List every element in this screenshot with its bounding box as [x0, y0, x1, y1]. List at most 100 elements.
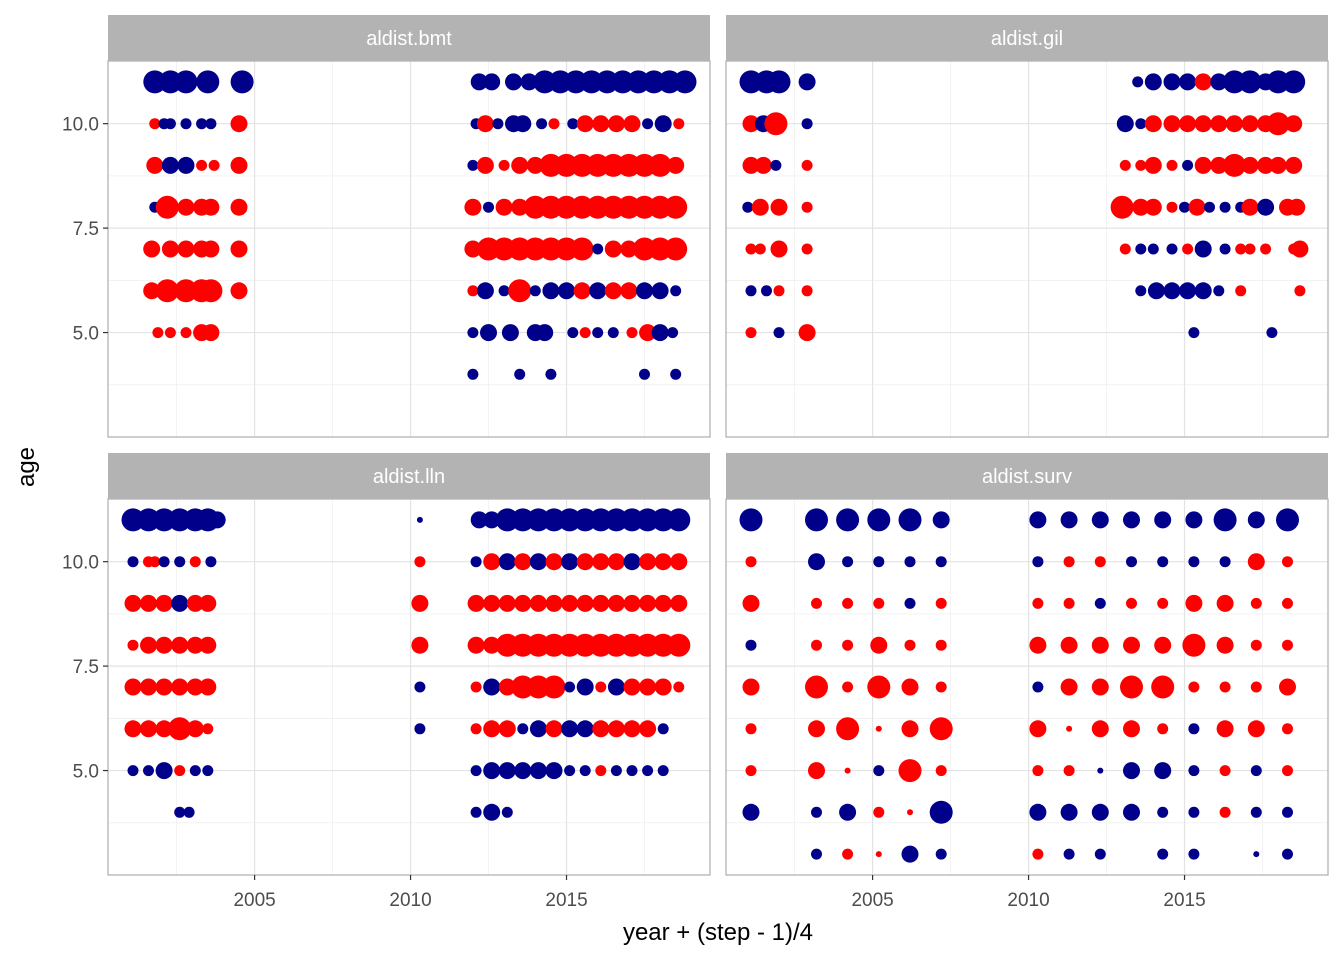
- data-point: [579, 765, 591, 777]
- data-point: [414, 556, 426, 568]
- data-point: [164, 327, 176, 339]
- data-point: [1123, 762, 1140, 780]
- data-point: [508, 279, 532, 303]
- data-point: [511, 198, 529, 216]
- data-point: [1032, 765, 1044, 777]
- data-point: [576, 115, 594, 133]
- data-point: [901, 845, 919, 863]
- data-point: [1166, 159, 1178, 171]
- data-point: [1029, 720, 1047, 738]
- data-point: [1250, 639, 1262, 651]
- data-point: [186, 678, 204, 696]
- data-point: [626, 327, 638, 339]
- data-point: [742, 156, 760, 174]
- data-point: [1285, 156, 1303, 174]
- data-point: [842, 639, 854, 651]
- y-tick-label: 10.0: [62, 115, 99, 136]
- data-point: [498, 762, 516, 780]
- data-point: [180, 118, 192, 130]
- data-point: [545, 553, 563, 571]
- data-point: [140, 594, 157, 612]
- data-point: [739, 508, 763, 532]
- data-point: [529, 720, 547, 738]
- data-point: [470, 806, 482, 818]
- data-point: [935, 639, 947, 651]
- data-point: [1032, 556, 1044, 568]
- data-point: [127, 765, 139, 777]
- data-point: [867, 675, 891, 699]
- data-point: [155, 720, 173, 738]
- data-point: [607, 327, 619, 339]
- data-point: [904, 597, 916, 609]
- data-point: [842, 597, 854, 609]
- data-point: [514, 368, 526, 380]
- data-point: [140, 636, 157, 654]
- data-point: [564, 765, 576, 777]
- data-point: [143, 240, 161, 258]
- data-point: [1091, 636, 1109, 654]
- data-point: [171, 636, 189, 654]
- data-point: [483, 201, 494, 213]
- data-point: [657, 765, 669, 777]
- data-point: [511, 156, 529, 174]
- data-point: [873, 806, 885, 818]
- data-point: [1269, 156, 1287, 174]
- data-point: [1253, 851, 1260, 858]
- data-point: [483, 594, 501, 612]
- data-point: [576, 553, 594, 571]
- data-point: [935, 681, 947, 693]
- data-point: [839, 803, 857, 821]
- data-point: [564, 681, 576, 693]
- data-point: [1194, 156, 1212, 174]
- data-point: [174, 70, 198, 94]
- data-point: [1154, 762, 1172, 780]
- facet-strip: [108, 15, 710, 61]
- data-point: [483, 762, 501, 780]
- data-point: [1157, 848, 1169, 860]
- data-point: [1179, 115, 1197, 133]
- data-point: [470, 723, 482, 735]
- data-point: [929, 717, 953, 741]
- data-point: [1123, 803, 1140, 821]
- data-point: [1154, 511, 1172, 529]
- data-point: [798, 324, 816, 342]
- data-point: [576, 720, 594, 738]
- data-point: [1151, 675, 1175, 699]
- data-point: [1194, 73, 1212, 91]
- data-point: [1032, 681, 1044, 693]
- data-point: [1066, 725, 1073, 732]
- data-point: [639, 594, 657, 612]
- data-point: [1154, 636, 1172, 654]
- data-point: [742, 678, 760, 696]
- x-axis-title: year + (step - 1)/4: [623, 919, 813, 946]
- data-point: [751, 198, 769, 216]
- data-point: [480, 324, 497, 342]
- data-point: [464, 198, 482, 216]
- data-point: [1163, 282, 1181, 300]
- data-point: [1250, 765, 1262, 777]
- data-point: [483, 511, 501, 529]
- data-point: [1282, 639, 1293, 651]
- data-point: [498, 720, 516, 738]
- data-point: [171, 678, 189, 696]
- facet-strip-label: aldist.lln: [373, 466, 445, 488]
- data-point: [529, 285, 541, 297]
- data-point: [1029, 511, 1047, 529]
- data-point: [801, 285, 813, 297]
- data-point: [124, 594, 142, 612]
- data-point: [483, 720, 501, 738]
- data-point: [642, 118, 654, 130]
- data-point: [1235, 285, 1247, 297]
- data-point: [1241, 115, 1259, 133]
- data-point: [1279, 678, 1296, 696]
- data-point: [1244, 243, 1256, 255]
- data-point: [168, 717, 192, 741]
- data-point: [545, 720, 563, 738]
- data-point: [529, 594, 547, 612]
- y-tick-label: 7.5: [73, 657, 99, 678]
- facet-strip-label: aldist.bmt: [366, 28, 452, 50]
- data-point: [199, 594, 217, 612]
- data-point: [529, 553, 547, 571]
- data-point: [1060, 511, 1078, 529]
- data-point: [1213, 508, 1237, 532]
